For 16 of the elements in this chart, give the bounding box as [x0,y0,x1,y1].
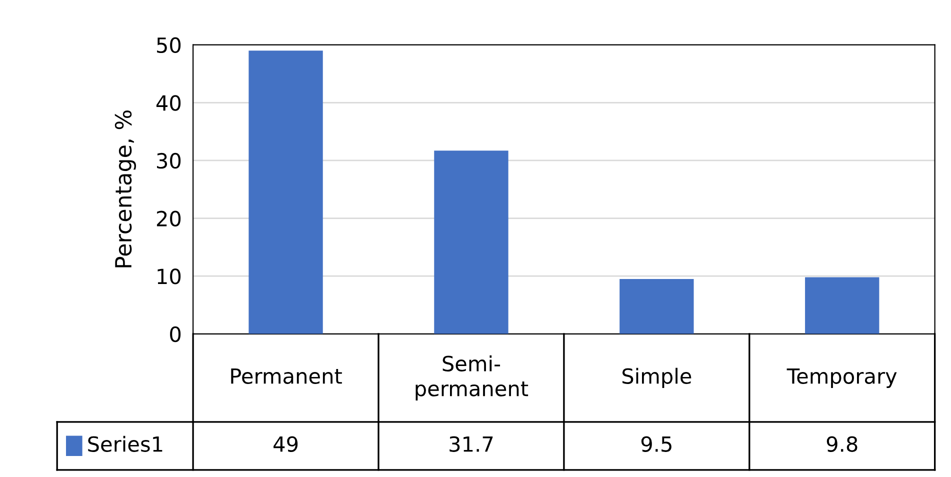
data-label: 31.7 [450,436,493,452]
x-tick-label: Temporary [786,368,897,388]
data-label: 9.5 [641,436,672,452]
x-tick-label: Permanent [231,368,342,384]
y-tick-label: 0 [170,326,181,342]
x-tick-label: Simple [622,368,692,388]
legend-label: Series1 [88,436,162,452]
y-tick-label: 10 [158,268,181,284]
y-tick-label: 30 [157,152,181,169]
x-tick-label: Semi- permanent [416,355,528,400]
y-tick-label: 50 [157,37,181,54]
y-tick-label: 40 [156,95,181,111]
data-label: 49 [274,436,298,452]
y-axis-title: Percentage, % [114,110,136,268]
data-label: 9.8 [826,436,858,452]
y-tick-label: 20 [156,210,181,226]
